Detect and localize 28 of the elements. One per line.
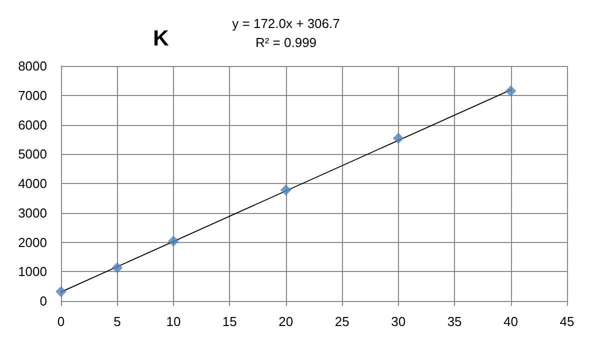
y-tick-label: 1000	[18, 264, 47, 280]
y-tick-label: 2000	[18, 234, 47, 250]
point	[505, 85, 516, 96]
x-tick-label: 40	[504, 314, 518, 329]
text: R² = 0.999	[255, 35, 317, 50]
chart-title: K	[153, 26, 169, 50]
x-tick-label: 20	[278, 314, 294, 329]
point	[56, 286, 66, 298]
y-tick-label: 5000	[18, 146, 47, 162]
x-tick-label: 15	[222, 314, 237, 329]
x-tick-label: 5	[114, 314, 121, 329]
x-tick-label: 25	[334, 314, 350, 329]
y-tick-label: 7000	[18, 88, 47, 103]
x-tick-label: 30	[391, 314, 406, 329]
x-tick-label: 0	[57, 314, 65, 329]
point	[392, 132, 404, 144]
y-tick-label: 4000	[18, 176, 47, 191]
text: y = 172.0x + 306.7	[232, 16, 340, 31]
point	[168, 236, 179, 247]
y-tick-label: 8000	[18, 58, 47, 74]
y-tick-label: 3000	[18, 205, 47, 220]
point	[280, 184, 292, 196]
y-tick-label: 6000	[18, 117, 47, 132]
x-tick-label: 10	[166, 314, 181, 329]
point	[112, 262, 123, 274]
y-tick-label: 0	[40, 294, 47, 308]
x-tick-label: 45	[560, 314, 574, 329]
x-tick-label: 35	[447, 314, 462, 329]
